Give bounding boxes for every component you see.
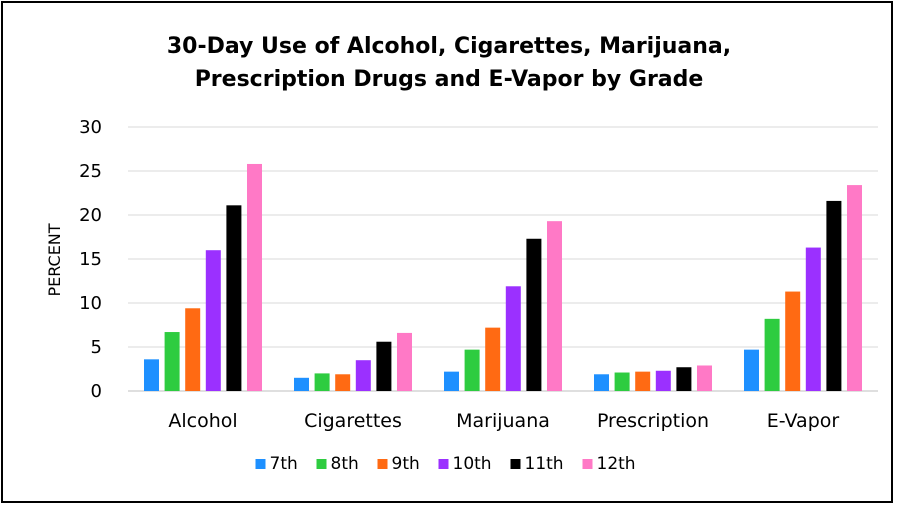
legend-label-11th: 11th xyxy=(525,454,564,474)
bar-11th-cigarettes xyxy=(376,341,392,391)
y-axis-label: PERCENT xyxy=(45,223,64,296)
x-axis-categories: Alcohol Cigarettes Marijuana Prescription E-… xyxy=(168,410,839,432)
bar-9th-marijuana xyxy=(485,327,501,391)
chart-title: 30-Day Use of Alcohol, Cigarettes, Marij… xyxy=(0,30,898,96)
bar-9th-alcohol xyxy=(185,308,201,391)
y-tick-label: 15 xyxy=(79,249,102,270)
legend-swatch-12th xyxy=(582,459,593,469)
legend-label-7th: 7th xyxy=(270,454,298,474)
bar-9th-e-vapor xyxy=(785,291,801,391)
x-category-label: Alcohol xyxy=(168,410,237,432)
legend-swatch-9th xyxy=(377,459,388,469)
bar-7th-e-vapor xyxy=(744,349,759,391)
y-tick-label: 30 xyxy=(79,117,102,138)
bar-8th-cigarettes xyxy=(314,373,330,391)
bar-11th-marijuana xyxy=(526,238,542,391)
legend-label-8th: 8th xyxy=(331,454,359,474)
y-tick-label: 20 xyxy=(79,205,102,226)
chart-title-line-1: 30-Day Use of Alcohol, Cigarettes, Marij… xyxy=(166,34,732,59)
bar-12th-marijuana xyxy=(547,221,562,391)
legend-label-9th: 9th xyxy=(392,454,420,474)
bar-10th-marijuana xyxy=(505,286,521,391)
bar-7th-alcohol xyxy=(144,359,159,391)
bar-10th-e-vapor xyxy=(805,247,821,391)
chart-title-line-2: Prescription Drugs and E-Vapor by Grade xyxy=(194,67,704,92)
bar-8th-alcohol xyxy=(164,332,180,391)
legend-label-12th: 12th xyxy=(597,454,636,474)
bar-8th-prescription xyxy=(614,372,630,391)
bar-7th-cigarettes xyxy=(294,377,309,391)
bar-11th-alcohol xyxy=(226,205,242,391)
bar-9th-prescription xyxy=(635,371,651,391)
legend-swatch-10th xyxy=(438,459,449,469)
bar-12th-e-vapor xyxy=(847,185,862,391)
x-category-label: Marijuana xyxy=(456,410,550,432)
bar-8th-marijuana xyxy=(464,349,480,391)
bar-12th-prescription xyxy=(697,365,712,391)
y-tick-label: 0 xyxy=(91,381,102,402)
bar-7th-prescription xyxy=(594,374,609,391)
bar-11th-e-vapor xyxy=(826,200,842,391)
y-tick-label: 10 xyxy=(79,293,102,314)
bar-11th-prescription xyxy=(676,367,692,391)
bar-9th-cigarettes xyxy=(335,374,351,391)
bars xyxy=(144,163,862,391)
legend-label-10th: 10th xyxy=(453,454,492,474)
legend: 7th 8th 9th 10th 11th 12th xyxy=(255,454,636,474)
y-tick-label: 5 xyxy=(91,337,102,358)
legend-swatch-7th xyxy=(255,459,266,469)
bar-12th-cigarettes xyxy=(397,332,412,391)
x-category-label: E-Vapor xyxy=(767,410,840,432)
bar-10th-cigarettes xyxy=(355,360,371,391)
y-tick-label: 25 xyxy=(79,161,102,182)
bar-12th-alcohol xyxy=(247,163,262,391)
bar-10th-prescription xyxy=(655,370,671,391)
bar-7th-marijuana xyxy=(444,371,459,391)
x-category-label: Cigarettes xyxy=(304,410,402,432)
x-category-label: Prescription xyxy=(597,410,709,432)
legend-swatch-11th xyxy=(510,459,521,469)
legend-swatch-8th xyxy=(316,459,327,469)
y-axis-ticks: 0 5 10 15 20 25 30 xyxy=(79,117,102,402)
bar-8th-e-vapor xyxy=(764,318,780,391)
bar-10th-alcohol xyxy=(205,250,221,391)
